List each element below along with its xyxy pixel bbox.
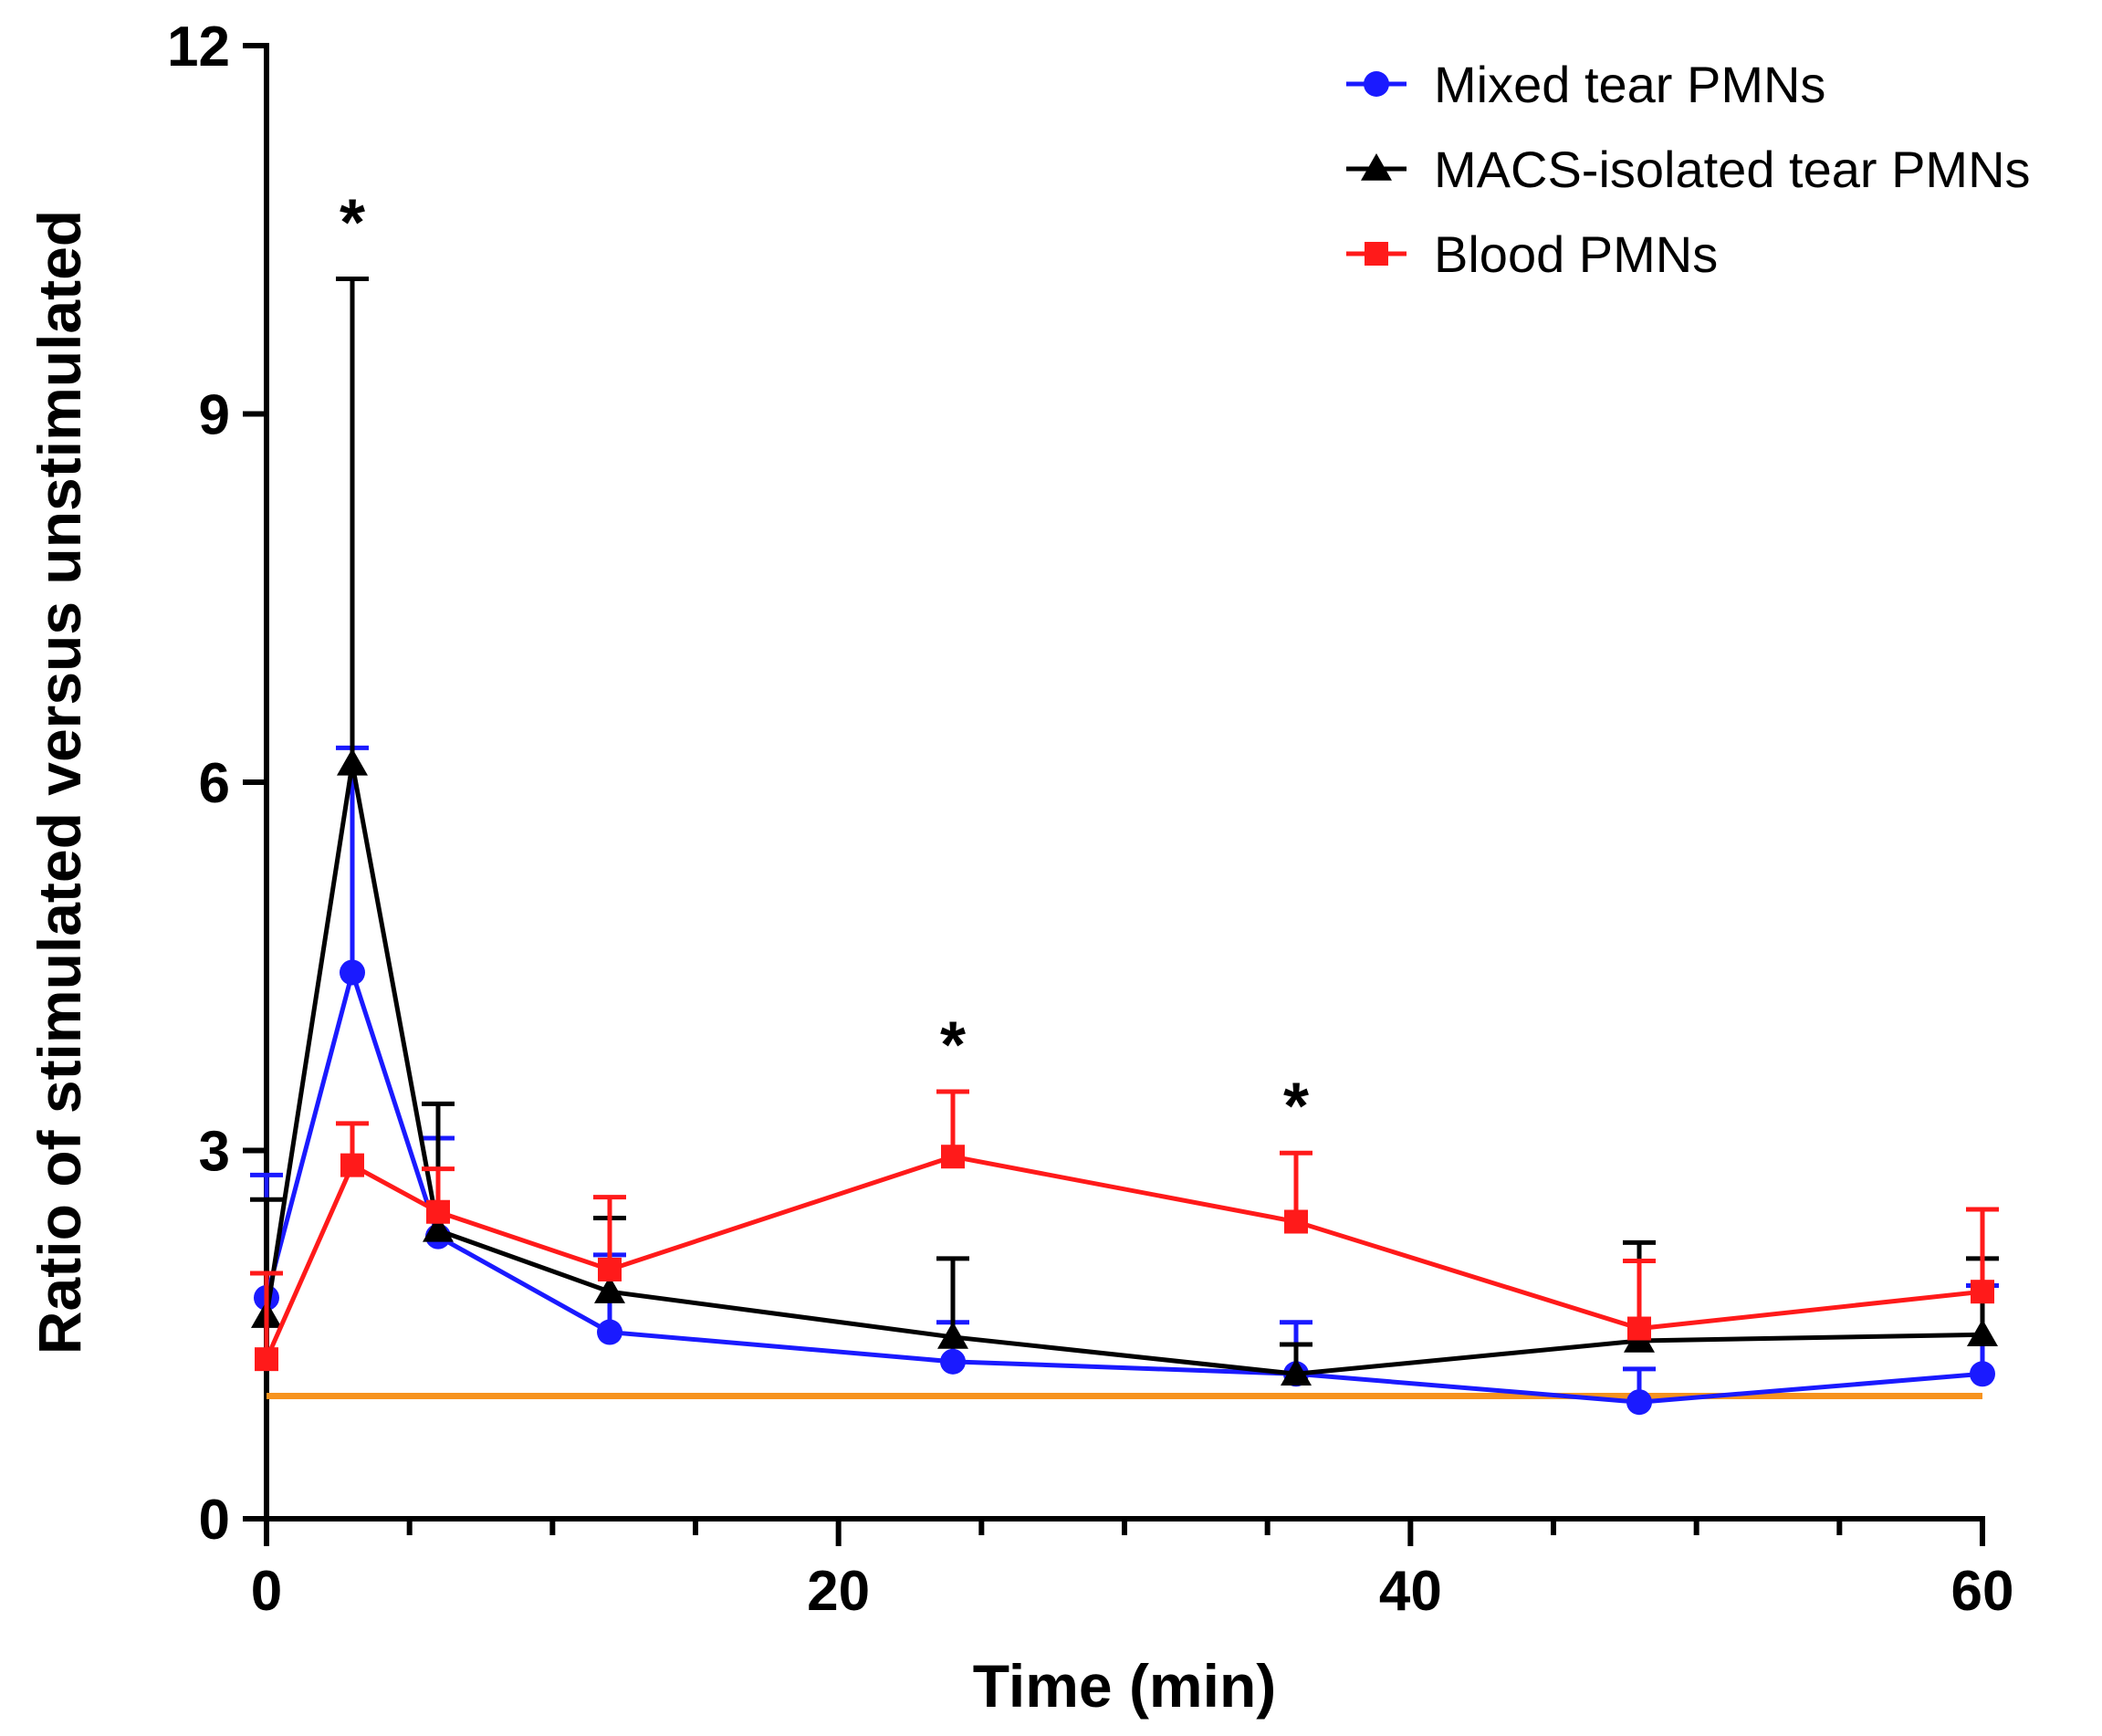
legend-item: Blood PMNs [1346, 225, 1718, 283]
series-mixed-tear-pmns [250, 745, 1999, 1416]
data-point [1284, 1209, 1308, 1234]
data-point [423, 1214, 454, 1242]
series-blood-pmns [250, 1089, 1999, 1372]
x-tick-label: 0 [251, 1560, 282, 1623]
data-point [1626, 1389, 1652, 1416]
y-tick-label: 3 [199, 1121, 230, 1184]
legend-marker [1364, 71, 1389, 97]
data-point [937, 1321, 968, 1349]
y-tick-label: 0 [199, 1489, 230, 1552]
data-point [340, 1153, 364, 1177]
series-line [264, 763, 1983, 1376]
data-point [337, 748, 368, 776]
data-point [594, 1276, 625, 1303]
y-tick-label: 9 [199, 384, 230, 447]
legend-item: MACS-isolated tear PMNs [1346, 141, 2031, 198]
data-point [255, 1347, 278, 1372]
series-line [264, 1154, 1983, 1361]
legend-label: MACS-isolated tear PMNs [1434, 141, 2031, 198]
significance-asterisk: * [940, 1009, 966, 1082]
series-line [264, 964, 1983, 1405]
series-macs-isolated-tear-pmns [250, 277, 1999, 1386]
x-axis-title: Time (min) [973, 1652, 1276, 1720]
data-point [597, 1319, 622, 1345]
y-axis-title: Ratio of stimulated versus unstimulated [26, 210, 93, 1354]
legend-item: Mixed tear PMNs [1346, 56, 1825, 113]
data-point [1970, 1361, 1995, 1387]
x-tick-label: 60 [1951, 1560, 2014, 1623]
y-tick-label: 6 [199, 752, 230, 815]
data-point [1971, 1280, 1994, 1304]
data-point [340, 959, 365, 986]
legend-marker [1365, 242, 1388, 266]
legend-marker [1361, 153, 1392, 181]
data-point [940, 1348, 966, 1375]
axes-layer: 0 3 6 9 12 0 20 40 60 [167, 16, 2013, 1623]
legend-label: Blood PMNs [1434, 225, 1718, 283]
annotation-layer: * * * [340, 186, 1309, 1143]
significance-asterisk: * [340, 186, 365, 259]
legend-label: Mixed tear PMNs [1434, 56, 1825, 113]
significance-asterisk: * [1283, 1071, 1309, 1144]
data-point [1967, 1319, 1998, 1346]
y-tick-label: 12 [167, 16, 230, 78]
data-point [426, 1199, 450, 1224]
data-point [941, 1145, 965, 1169]
data-point [1627, 1316, 1651, 1341]
x-tick-label: 20 [807, 1560, 870, 1623]
data-point [1281, 1358, 1312, 1386]
series-layer [250, 277, 1999, 1416]
x-tick-label: 40 [1379, 1560, 1442, 1623]
data-point [598, 1257, 622, 1281]
legend: Mixed tear PMNs MACS-isolated tear PMNs Bl… [1346, 56, 2031, 283]
